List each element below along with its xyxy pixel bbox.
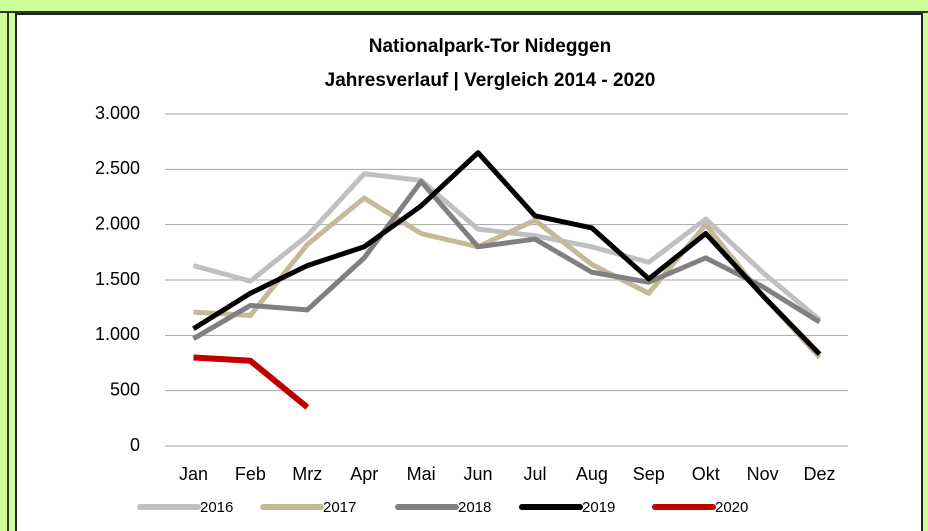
series-line bbox=[193, 354, 310, 410]
chart-title: Nationalpark-Tor Nideggen bbox=[369, 36, 611, 57]
legend-label: 2016 bbox=[200, 499, 233, 516]
x-tick-label: Dez bbox=[804, 464, 836, 484]
legend-label: 2020 bbox=[715, 499, 748, 516]
x-tick-label: Jul bbox=[523, 464, 546, 484]
y-tick-label: 0 bbox=[130, 435, 140, 455]
x-tick-label: Feb bbox=[235, 464, 266, 484]
y-tick-label: 1.500 bbox=[95, 269, 140, 289]
x-tick-label: Mai bbox=[407, 464, 436, 484]
legend-label: 2019 bbox=[582, 499, 615, 516]
series-line bbox=[192, 150, 822, 356]
x-tick-label: Okt bbox=[692, 464, 720, 484]
x-tick-label: Mrz bbox=[292, 464, 322, 484]
y-tick-label: 2.000 bbox=[95, 213, 140, 233]
x-tick-label: Jan bbox=[179, 464, 208, 484]
x-tick-label: Jun bbox=[464, 464, 493, 484]
series-line bbox=[192, 179, 821, 341]
x-tick-label: Nov bbox=[747, 464, 779, 484]
chart-subtitle: Jahresverlauf | Vergleich 2014 - 2020 bbox=[325, 70, 656, 91]
legend-label: 2017 bbox=[323, 499, 356, 516]
y-tick-label: 3.000 bbox=[95, 103, 140, 123]
series-line bbox=[193, 195, 822, 360]
y-tick-label: 500 bbox=[110, 379, 140, 399]
x-tick-label: Apr bbox=[350, 464, 378, 484]
chart-panel bbox=[15, 13, 923, 531]
y-tick-label: 2.500 bbox=[95, 158, 140, 178]
y-tick-label: 1.000 bbox=[95, 324, 140, 344]
legend-label: 2018 bbox=[458, 499, 491, 516]
x-tick-label: Aug bbox=[576, 464, 608, 484]
x-tick-label: Sep bbox=[633, 464, 665, 484]
